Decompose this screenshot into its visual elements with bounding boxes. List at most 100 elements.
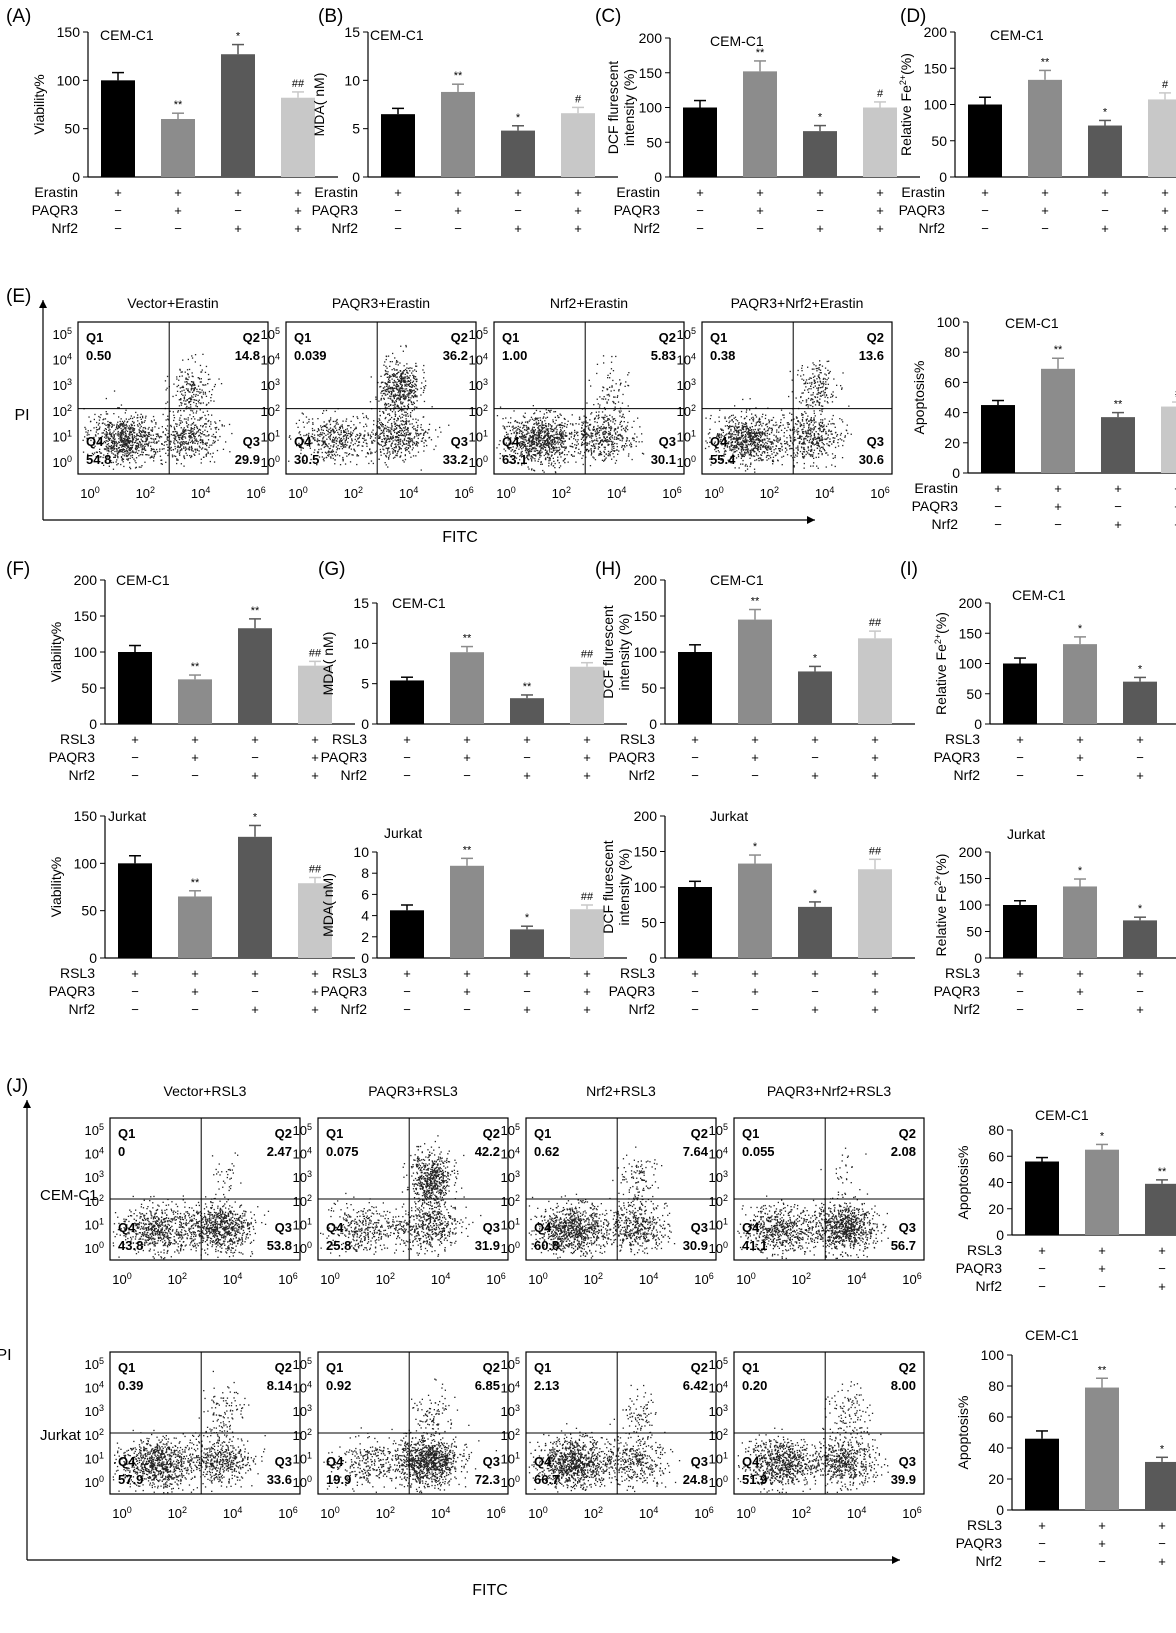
flow-dot (598, 431, 600, 433)
flow-dot (97, 443, 99, 445)
flow-dot (119, 434, 122, 436)
flow-dot (387, 429, 389, 431)
flow-dot (115, 427, 118, 429)
flow-dot (216, 449, 219, 452)
flow-dot (621, 440, 623, 442)
flow-dot (628, 372, 630, 374)
flow-dot (614, 403, 617, 405)
flow-dot (564, 449, 566, 451)
bar (863, 107, 897, 177)
flow-dot (512, 425, 514, 427)
flow-dot (387, 380, 389, 382)
flow-dot (131, 417, 134, 420)
flow-dot (393, 373, 395, 376)
flow-dot (136, 449, 138, 451)
flow-dot (120, 435, 122, 437)
flow-dot (129, 426, 132, 429)
flow-dot (392, 437, 395, 439)
flow-dot (361, 437, 364, 439)
flow-dot (512, 446, 514, 448)
flow-dot (538, 439, 541, 441)
flow-dot (157, 434, 159, 436)
y-tick-label: 0 (654, 169, 662, 185)
treatment-mark: − (691, 984, 699, 999)
flow-dot (406, 443, 408, 445)
treatment-mark: + (251, 768, 259, 783)
flow-dot (380, 429, 382, 432)
flow-dot (111, 425, 113, 428)
flow-dot (405, 423, 408, 425)
flow-dot (186, 383, 188, 386)
treatment-label: PAQR3 (321, 749, 368, 765)
flow-dot (127, 438, 129, 440)
flow-dot (384, 390, 386, 392)
flow-dot (133, 442, 136, 444)
flow-dot (532, 438, 534, 441)
flow-dot (205, 442, 207, 444)
significance-mark: ** (454, 70, 463, 82)
flow-dot (302, 421, 304, 423)
flow-dot (371, 431, 373, 433)
flow-dot (117, 435, 120, 437)
flow-dot (610, 440, 613, 442)
flow-dot (155, 423, 157, 425)
flow-dot (562, 433, 564, 436)
flow-dot (215, 422, 217, 424)
flow-dot (370, 435, 372, 438)
flow-dot (190, 398, 192, 401)
treatment-mark: + (751, 732, 759, 747)
flow-dots (496, 355, 645, 474)
flow-dot (345, 431, 347, 433)
flow-dot (410, 401, 413, 404)
flow-dot (511, 462, 513, 464)
significance-mark: ** (1041, 56, 1050, 68)
treatment-label: RSL3 (945, 731, 980, 747)
flow-dot (412, 443, 414, 445)
treatment-label: Nrf2 (954, 767, 981, 783)
flow-dot (185, 407, 187, 409)
flow-dot (541, 444, 543, 446)
flow-dot (116, 451, 118, 453)
flow-dot (531, 468, 533, 470)
flow-dot (565, 432, 567, 434)
flow-dot (382, 424, 384, 426)
flow-dot (590, 451, 593, 453)
flow-dot (181, 449, 183, 451)
flow-dot (298, 442, 300, 445)
flow-dot (386, 426, 388, 428)
flow-dot (193, 399, 195, 401)
flow-dot (110, 444, 112, 447)
flow-dot (202, 384, 204, 386)
flow-dot (547, 428, 549, 430)
flow-dot (402, 401, 404, 404)
flow-dot (400, 373, 402, 375)
flow-dot (541, 463, 543, 465)
flow-dot (389, 395, 391, 397)
flow-dot (555, 419, 557, 421)
flow-dot (554, 444, 556, 446)
flow-dot (416, 395, 418, 397)
flow-dot (359, 432, 361, 435)
flow-dot (120, 438, 122, 440)
flow-dot (387, 390, 389, 393)
flow-dot (327, 451, 329, 454)
flow-dot (108, 429, 110, 431)
flow-dot (196, 406, 198, 408)
flow-dot (323, 446, 325, 449)
flow-dot (518, 432, 521, 434)
flow-dot (397, 418, 399, 420)
flow-dot (156, 451, 159, 453)
flow-dot (177, 442, 179, 444)
flow-dot (107, 440, 109, 442)
flow-dot (519, 436, 521, 438)
treatment-mark: + (1098, 1536, 1106, 1551)
treatment-mark: + (1158, 1518, 1166, 1533)
flow-dot (146, 437, 148, 439)
flow-dot (135, 446, 137, 448)
flow-dot (299, 444, 301, 446)
flow-dot (532, 457, 534, 459)
treatment-mark: + (1161, 221, 1169, 236)
flow-dot (129, 450, 131, 452)
flow-dot (166, 401, 169, 403)
treatment-mark: + (751, 966, 759, 981)
